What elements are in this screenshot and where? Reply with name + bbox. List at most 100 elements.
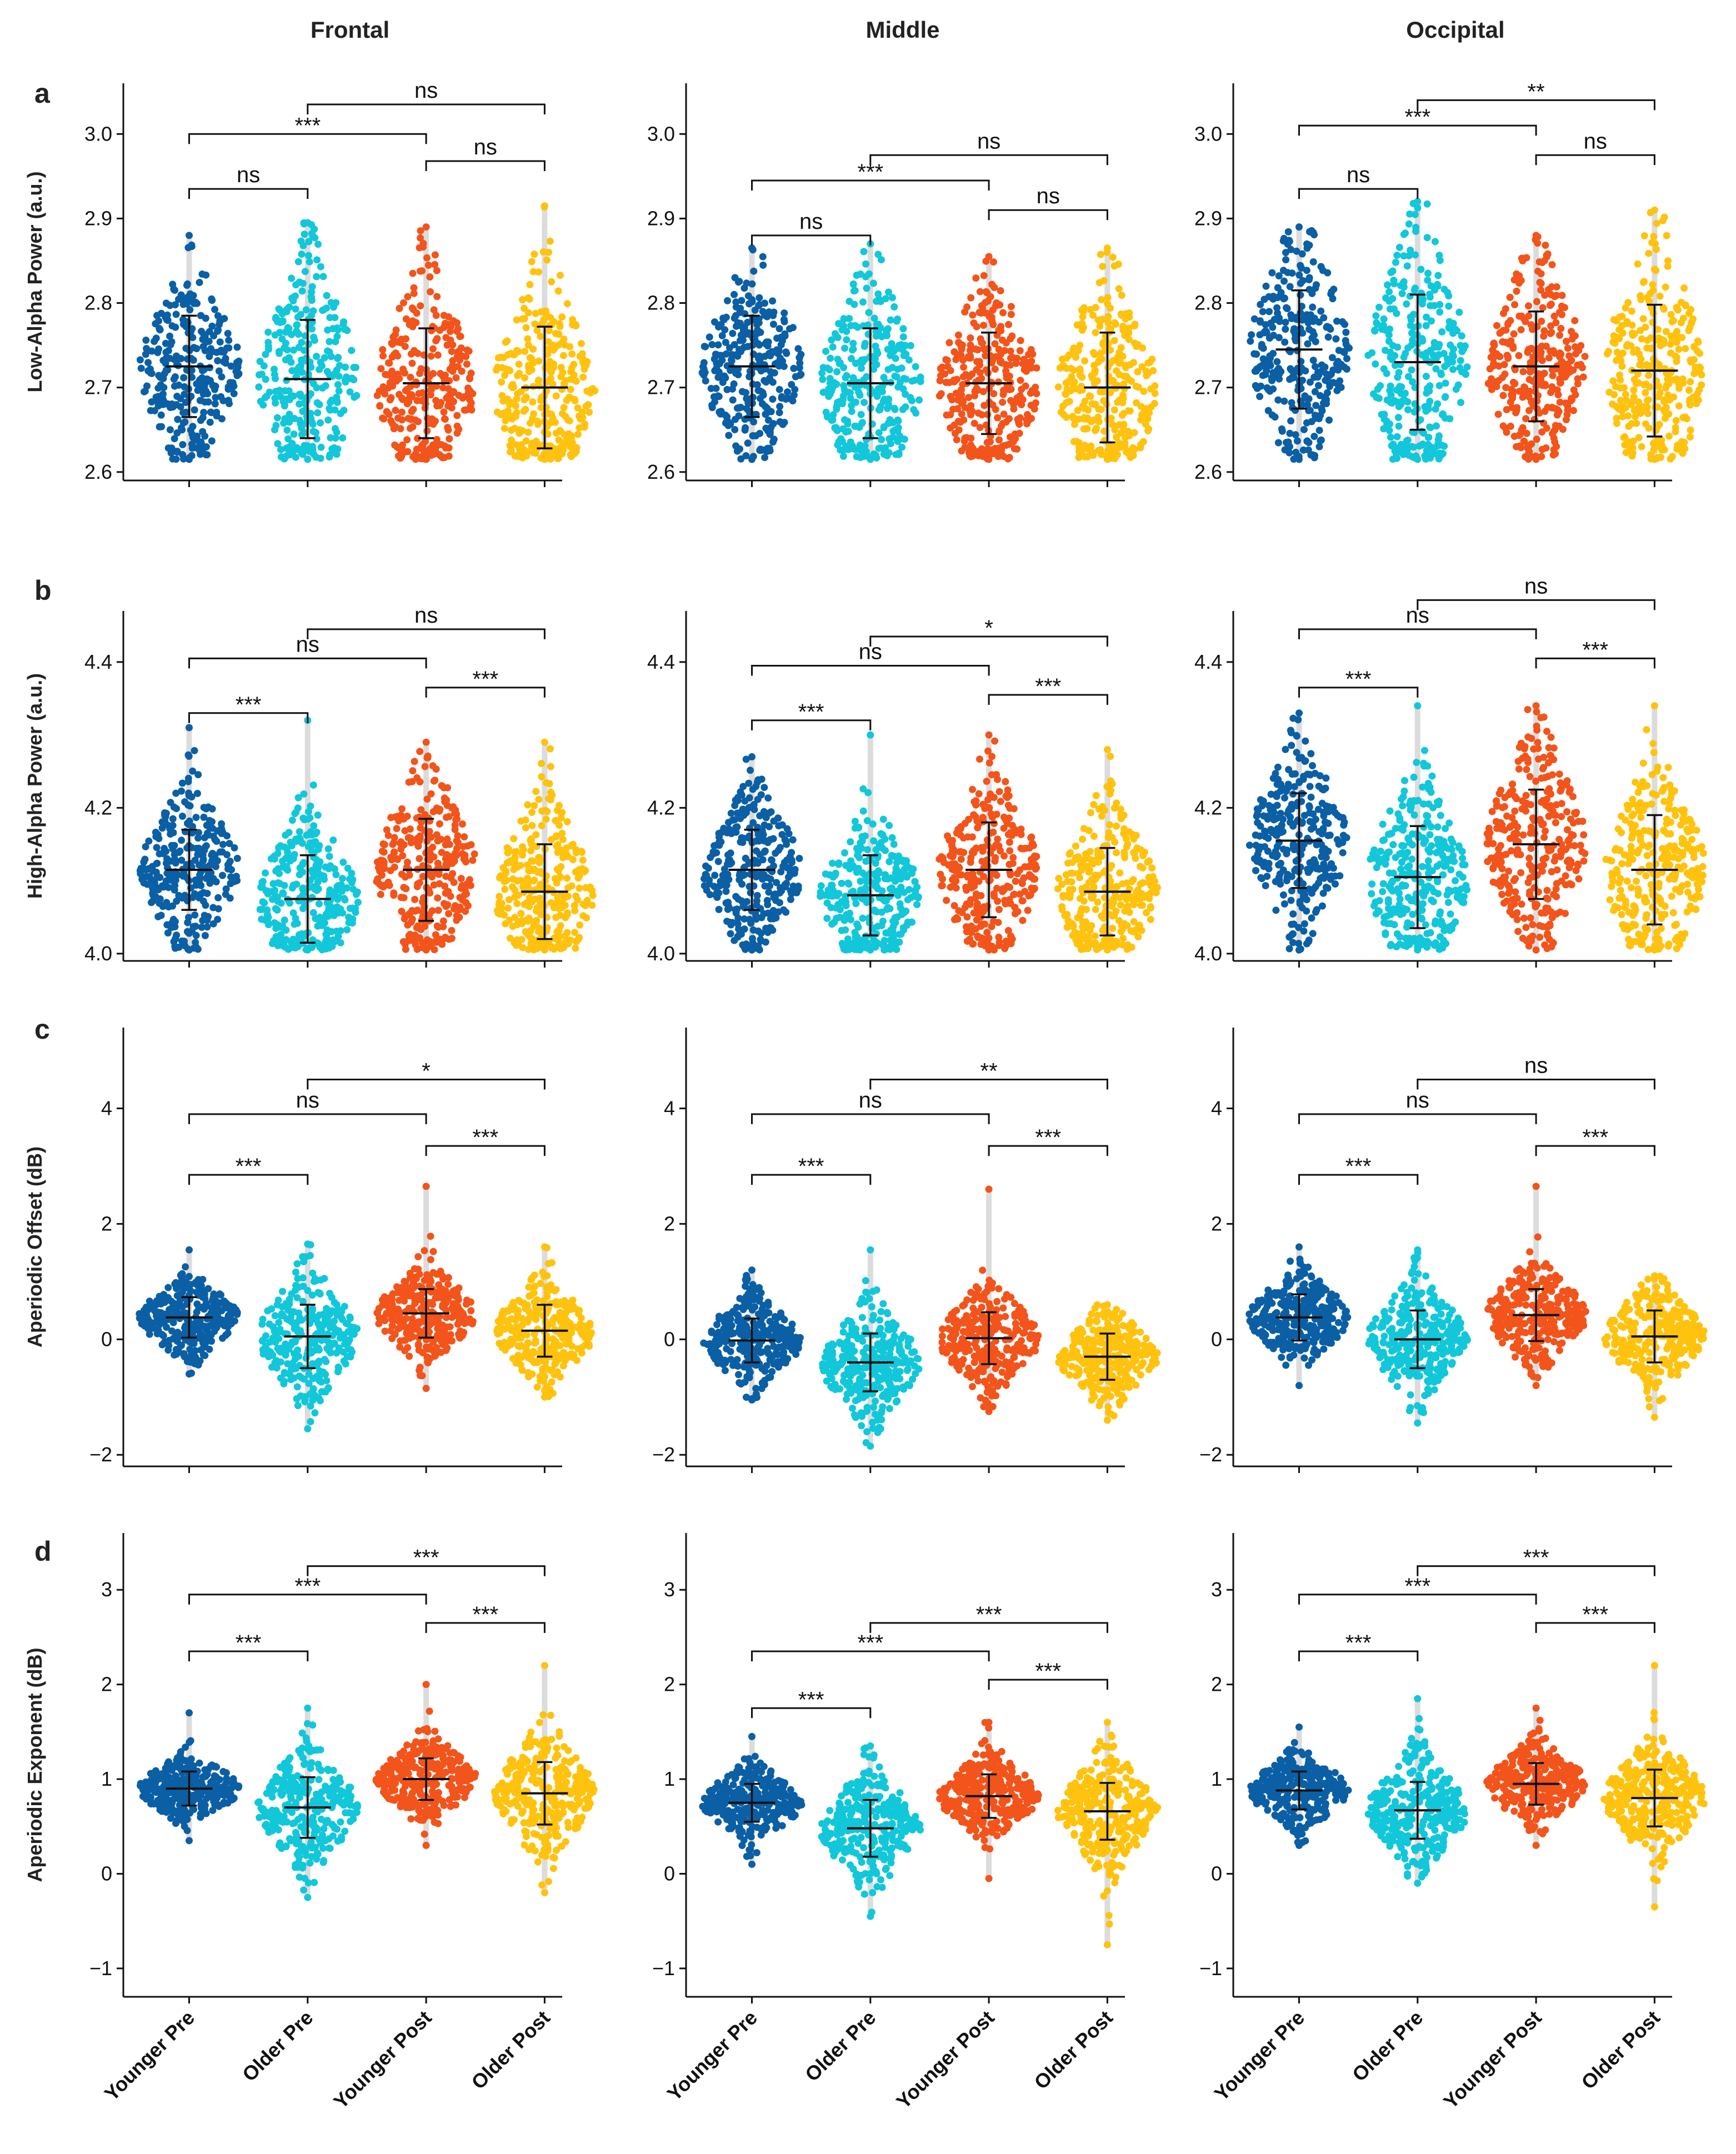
data-point (819, 375, 827, 383)
data-point (163, 311, 171, 319)
data-point (1460, 345, 1468, 353)
data-point (764, 416, 772, 424)
data-point (880, 423, 888, 430)
data-point (326, 338, 333, 345)
data-point (1571, 317, 1579, 324)
data-point (856, 392, 864, 399)
data-point (340, 407, 348, 414)
data-point (1264, 385, 1272, 393)
data-point (334, 933, 342, 940)
data-point (1394, 414, 1402, 422)
data-point (178, 937, 186, 945)
data-point (411, 895, 419, 903)
data-point (1444, 355, 1451, 363)
data-point (992, 446, 999, 454)
data-point (299, 868, 306, 876)
data-point (935, 392, 943, 400)
data-point (1495, 377, 1503, 384)
data-point (769, 312, 777, 319)
data-point (436, 935, 444, 943)
data-point (1424, 269, 1432, 277)
data-point (769, 395, 777, 403)
data-point (441, 883, 449, 890)
data-point (272, 399, 279, 407)
data-point (1645, 249, 1653, 257)
data-point (583, 358, 591, 365)
data-point (409, 305, 417, 313)
data-point (1432, 405, 1439, 413)
data-point (446, 840, 453, 848)
data-point (416, 244, 423, 252)
data-point (579, 414, 587, 421)
y-tick-label: 2.8 (84, 292, 112, 314)
data-point (1442, 379, 1449, 387)
data-point (453, 911, 461, 919)
data-point (526, 419, 534, 427)
data-point (408, 391, 416, 399)
y-tick-label: 3.0 (1194, 122, 1222, 145)
data-point (157, 911, 165, 919)
data-point (1387, 433, 1394, 441)
data-point (326, 939, 334, 946)
data-point (529, 398, 537, 406)
data-point (1499, 392, 1507, 399)
data-point (207, 345, 215, 353)
data-point (1303, 244, 1311, 252)
data-point (294, 258, 302, 266)
data-point (873, 332, 880, 340)
data-point (1445, 324, 1453, 332)
data-point (1525, 312, 1533, 320)
data-point (861, 343, 868, 350)
data-point (1070, 438, 1078, 445)
data-point (969, 311, 977, 319)
data-point (776, 325, 783, 333)
data-point (152, 334, 160, 342)
data-point (196, 279, 203, 286)
data-point (557, 364, 565, 371)
data-point (197, 417, 204, 424)
data-point (524, 335, 532, 343)
data-point (185, 789, 193, 797)
data-point (985, 253, 993, 261)
data-point (1543, 424, 1550, 432)
data-point (208, 818, 216, 825)
data-point (170, 285, 178, 293)
data-point (1371, 327, 1379, 335)
data-point (184, 244, 192, 252)
data-point (572, 322, 580, 330)
data-point (994, 378, 1002, 386)
data-point (1265, 308, 1273, 315)
data-point (522, 824, 529, 831)
data-point (1315, 443, 1323, 450)
data-point (716, 408, 723, 416)
data-point (1528, 440, 1535, 448)
data-point (162, 348, 170, 356)
data-point (414, 349, 422, 357)
data-point (1675, 402, 1683, 410)
data-point (444, 426, 452, 434)
data-point (402, 315, 410, 323)
data-point (1147, 403, 1155, 411)
data-point (291, 292, 299, 300)
data-point (306, 258, 313, 266)
data-point (1129, 359, 1137, 367)
data-point (568, 432, 575, 440)
data-point (1556, 332, 1563, 339)
significance-bracket: ns (307, 78, 546, 115)
data-point (1385, 331, 1393, 339)
data-point (556, 272, 564, 279)
data-point (915, 396, 923, 404)
data-point (1095, 418, 1103, 425)
data-point (416, 855, 423, 863)
data-point (714, 341, 722, 349)
data-point (331, 406, 339, 414)
data-point (1645, 297, 1653, 305)
data-point (439, 384, 447, 392)
data-point (307, 447, 315, 455)
data-point (292, 944, 299, 951)
data-point (894, 438, 902, 445)
data-point (166, 426, 174, 434)
data-point (222, 359, 229, 367)
data-point (1549, 430, 1557, 438)
data-point (144, 359, 152, 367)
